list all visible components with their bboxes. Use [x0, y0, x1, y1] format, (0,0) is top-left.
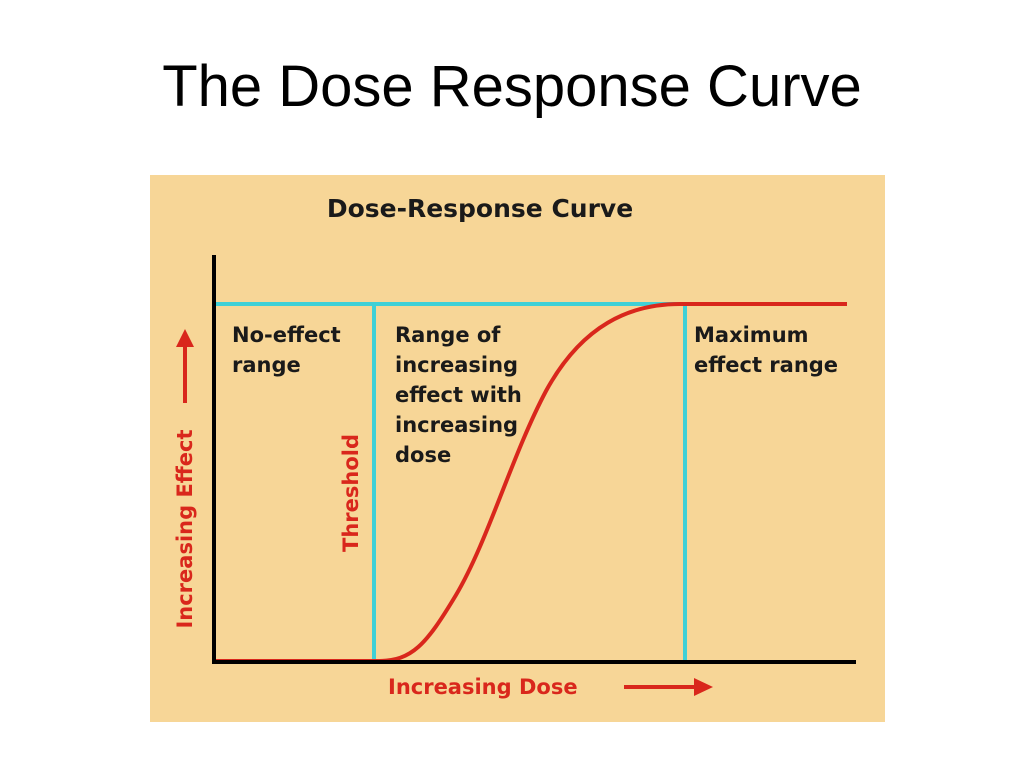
maximum-effect-range-label: Maximum effect range: [694, 323, 838, 377]
maximum-line-1: Maximum: [694, 323, 809, 347]
slide-title: The Dose Response Curve: [162, 54, 862, 119]
dose-response-curve: [214, 302, 847, 663]
increasing-line-4: increasing: [395, 413, 518, 437]
y-axis-label: Increasing Effect: [173, 429, 197, 628]
diagram-title: Dose-Response Curve: [327, 194, 633, 223]
no-effect-line-2: range: [232, 353, 301, 377]
x-axis-arrow-icon: [624, 678, 713, 696]
increasing-line-3: effect with: [395, 383, 522, 407]
y-axis-arrow-icon: [176, 329, 194, 403]
maximum-line-2: effect range: [694, 353, 838, 377]
diagram-background: [150, 175, 885, 722]
threshold-label: Threshold: [339, 434, 363, 552]
increasing-effect-range-label: Range of increasing effect with increasi…: [395, 323, 529, 467]
increasing-line-1: Range of: [395, 323, 501, 347]
dose-response-figure: Dose-Response Curve No-effect range Rang…: [150, 175, 885, 722]
increasing-line-2: increasing: [395, 353, 518, 377]
increasing-line-5: dose: [395, 443, 451, 467]
dose-response-diagram: Dose-Response Curve No-effect range Rang…: [150, 175, 885, 722]
x-axis-label: Increasing Dose: [388, 675, 578, 699]
no-effect-range-label: No-effect range: [232, 323, 348, 377]
no-effect-line-1: No-effect: [232, 323, 341, 347]
